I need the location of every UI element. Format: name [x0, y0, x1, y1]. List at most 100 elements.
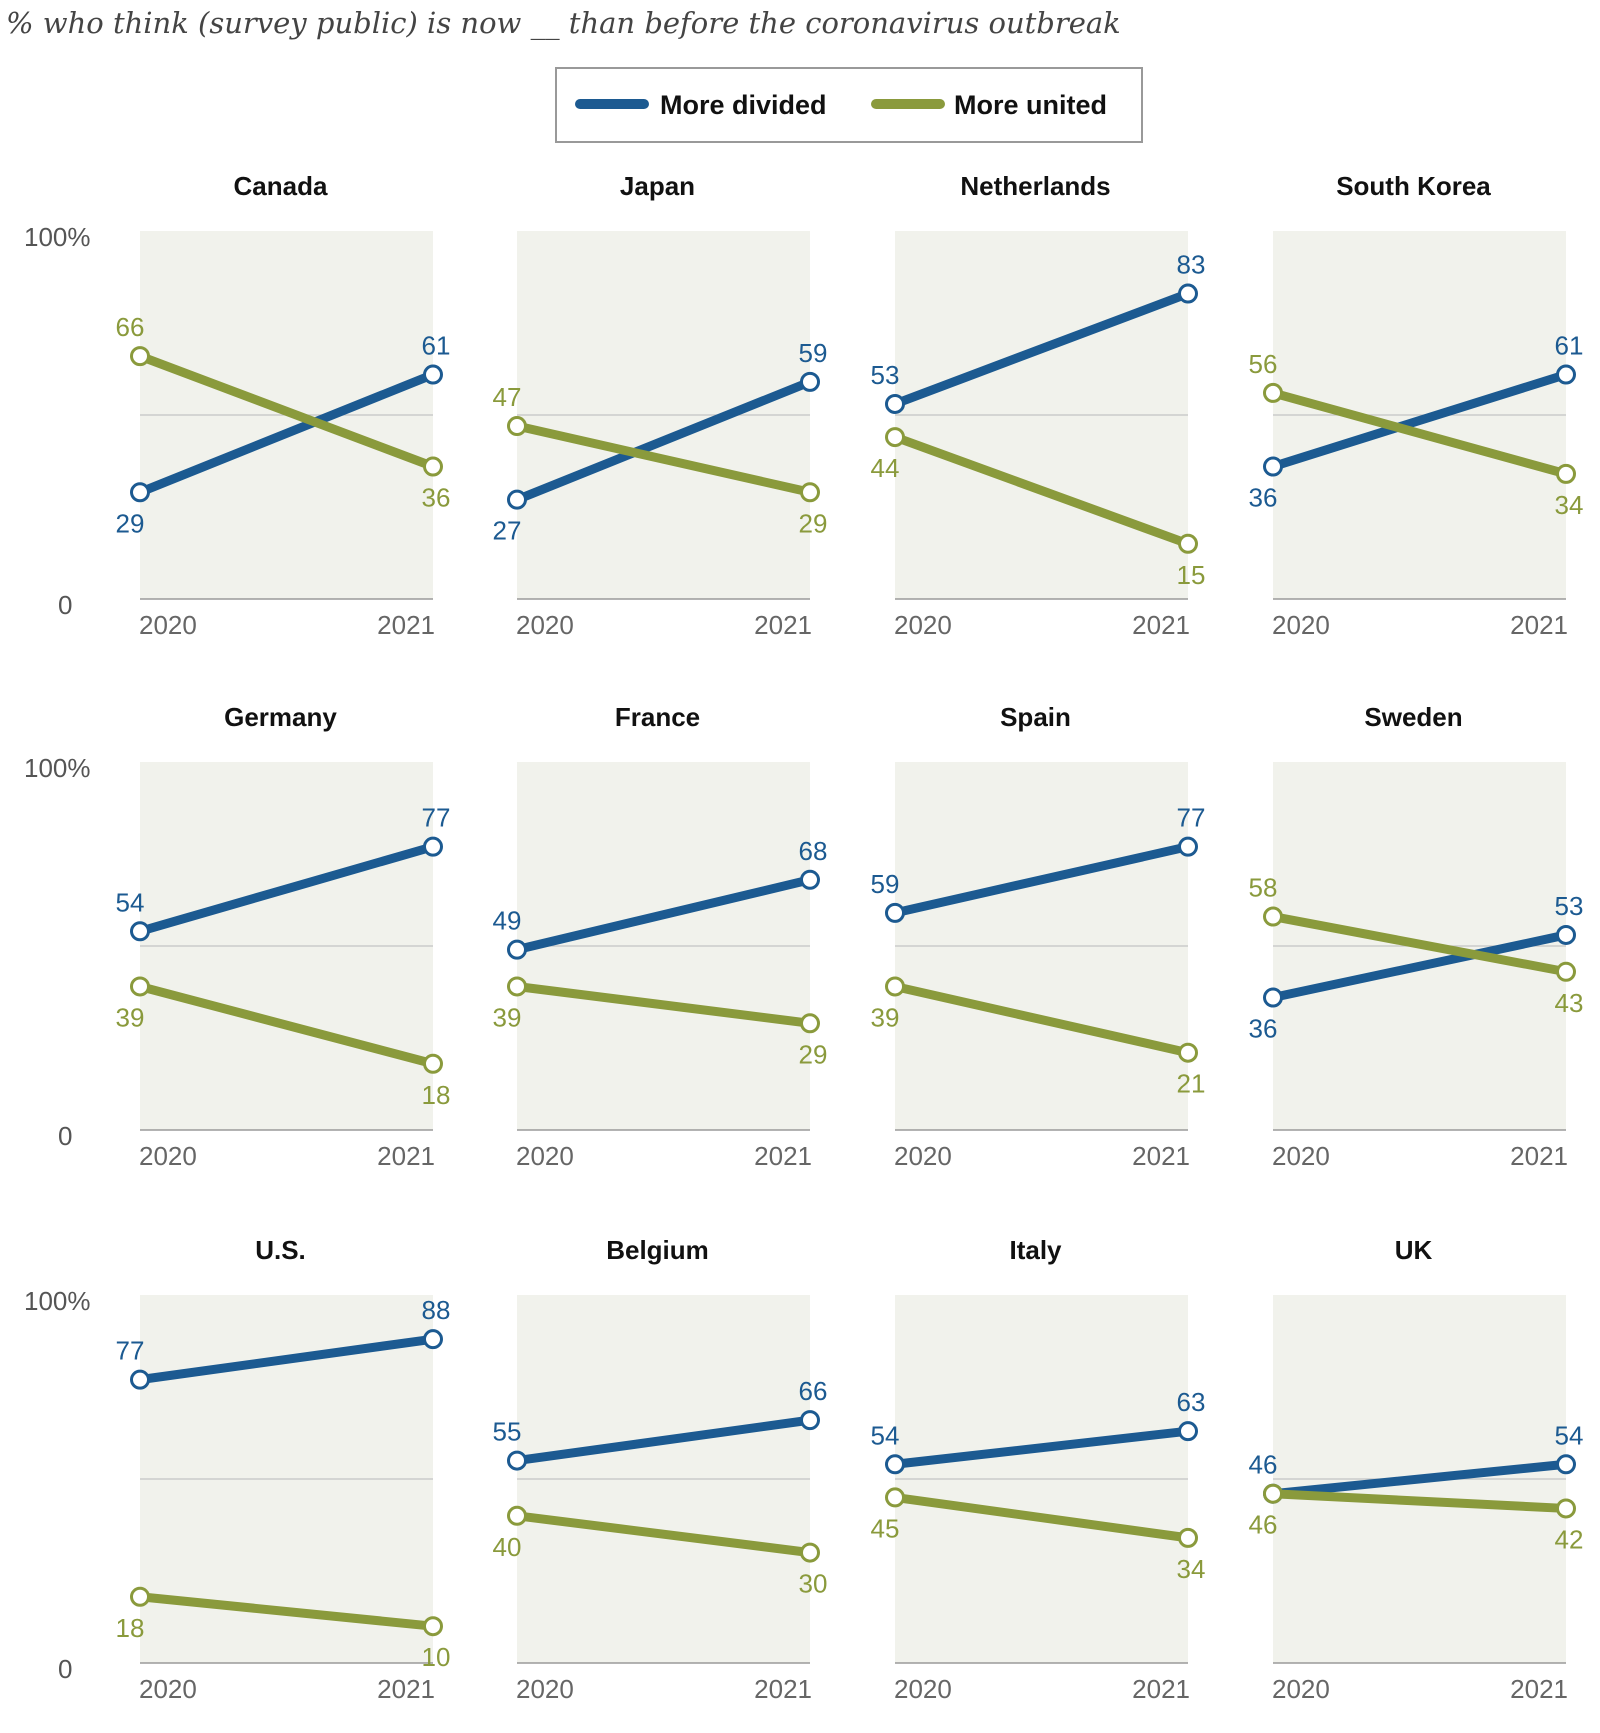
y-tick-label-bottom: 0 [58, 590, 72, 620]
data-label-more-united: 39 [871, 1002, 900, 1032]
series-line-more-united [135, 351, 438, 472]
series-line-more-divided [135, 1334, 438, 1385]
data-label-more-divided: 59 [799, 338, 828, 368]
data-label-more-divided: 54 [871, 1420, 900, 1450]
x-tick-label: 2020 [516, 1141, 574, 1171]
panel-title: Sweden [1364, 702, 1462, 732]
x-tick-label: 2021 [1132, 610, 1190, 640]
series-more-divided: 36 61 [1249, 331, 1584, 513]
series-line-more-united [1268, 388, 1571, 479]
data-label-more-divided: 29 [116, 508, 145, 538]
y-tick-label-top: 100% [24, 1286, 91, 1316]
data-label-more-united: 40 [493, 1532, 522, 1562]
series-line-more-divided [512, 1415, 815, 1466]
data-label-more-united: 66 [116, 312, 145, 342]
series-more-divided: 77 88 [116, 1295, 451, 1390]
data-label-more-united: 36 [422, 483, 451, 513]
series-line-more-united [512, 421, 815, 497]
x-tick-label: 2020 [139, 610, 197, 640]
x-tick-label: 2021 [377, 1674, 435, 1704]
data-point-more-divided [423, 1329, 443, 1350]
series-more-divided: 36 53 [1249, 891, 1584, 1044]
x-tick-label: 2020 [894, 1141, 952, 1171]
data-point-more-divided [130, 482, 150, 503]
series-more-united: 58 43 [1249, 873, 1584, 1018]
data-label-more-united: 39 [116, 1002, 145, 1032]
data-point-more-divided [1178, 1421, 1198, 1442]
data-point-more-united [1556, 961, 1576, 982]
series-line-more-united [1268, 912, 1571, 977]
data-point-more-united [1263, 1483, 1283, 1504]
data-label-more-divided: 53 [871, 360, 900, 390]
data-point-more-divided [507, 939, 527, 960]
panel-title: Germany [224, 702, 337, 732]
data-point-more-divided [507, 1450, 527, 1471]
data-label-more-divided: 77 [422, 803, 451, 833]
data-label-more-divided: 68 [799, 836, 828, 866]
series-line-more-united [1268, 1489, 1571, 1513]
data-point-more-united [507, 976, 527, 997]
series-more-united: 40 30 [493, 1505, 827, 1599]
data-point-more-divided [1556, 364, 1576, 385]
data-point-more-united [1178, 1042, 1198, 1063]
data-point-more-united [800, 482, 820, 503]
data-point-more-united [507, 1505, 527, 1526]
series-more-united: 47 29 [493, 382, 828, 538]
panel-title: Italy [1009, 1235, 1062, 1265]
data-label-more-divided: 77 [1177, 803, 1206, 833]
series-more-united: 66 36 [116, 312, 451, 512]
data-point-more-united [885, 427, 905, 448]
data-point-more-united [1263, 382, 1283, 403]
panel-title: UK [1395, 1235, 1433, 1265]
series-more-divided: 49 68 [493, 836, 828, 960]
y-tick-label-bottom: 0 [58, 1654, 72, 1684]
data-label-more-divided: 46 [1249, 1450, 1278, 1480]
data-point-more-divided [1178, 836, 1198, 857]
panel-japan: Japan 2020 2021 27 59 47 29 [493, 171, 828, 640]
series-line-more-united [135, 1592, 438, 1631]
series-line-more-united [512, 1511, 815, 1558]
panel-title: Spain [1000, 702, 1071, 732]
x-tick-label: 2020 [1272, 610, 1330, 640]
data-point-more-united [423, 456, 443, 477]
panel-south-korea: South Korea 2020 2021 36 61 56 34 [1249, 171, 1584, 640]
data-label-more-divided: 54 [1555, 1420, 1584, 1450]
y-tick-label-top: 100% [24, 753, 91, 783]
series-more-united: 39 21 [871, 976, 1205, 1099]
series-more-divided: 53 83 [871, 250, 1205, 414]
data-label-more-united: 15 [1177, 560, 1206, 590]
data-point-more-united [885, 976, 905, 997]
data-label-more-divided: 36 [1249, 1014, 1278, 1044]
x-tick-label: 2021 [1510, 610, 1568, 640]
x-tick-label: 2021 [1510, 1141, 1568, 1171]
data-point-more-united [423, 1616, 443, 1637]
panels: Canada 2020 2021 100% 0 29 61 66 36 Japan 2020 2021… [24, 171, 1583, 1704]
x-tick-label: 2021 [377, 1141, 435, 1171]
data-label-more-united: 34 [1177, 1554, 1206, 1584]
data-label-more-united: 29 [799, 1039, 828, 1069]
series-line-more-divided [890, 289, 1193, 409]
panel-title: U.S. [255, 1235, 306, 1265]
legend-label-more-divided: More divided [660, 90, 827, 120]
data-point-more-united [800, 1542, 820, 1563]
series-more-united: 45 34 [871, 1487, 1206, 1584]
x-tick-label: 2021 [754, 610, 812, 640]
x-tick-label: 2020 [1272, 1141, 1330, 1171]
data-label-more-divided: 88 [422, 1295, 451, 1325]
data-label-more-divided: 61 [422, 331, 451, 361]
data-point-more-divided [800, 869, 820, 890]
data-point-more-divided [1263, 456, 1283, 477]
data-point-more-divided [423, 836, 443, 857]
data-point-more-united [1556, 1498, 1576, 1519]
series-line-more-united [135, 981, 438, 1069]
data-point-more-united [130, 346, 150, 367]
data-label-more-divided: 63 [1177, 1387, 1206, 1417]
chart-subtitle: % who think (survey public) is now __ th… [6, 6, 1121, 40]
series-line-more-united [512, 981, 815, 1028]
x-tick-label: 2020 [139, 1674, 197, 1704]
x-tick-label: 2021 [1132, 1141, 1190, 1171]
x-tick-label: 2021 [754, 1141, 812, 1171]
x-tick-label: 2020 [1272, 1674, 1330, 1704]
panel-italy: Italy 2020 2021 54 63 45 34 [871, 1235, 1206, 1704]
